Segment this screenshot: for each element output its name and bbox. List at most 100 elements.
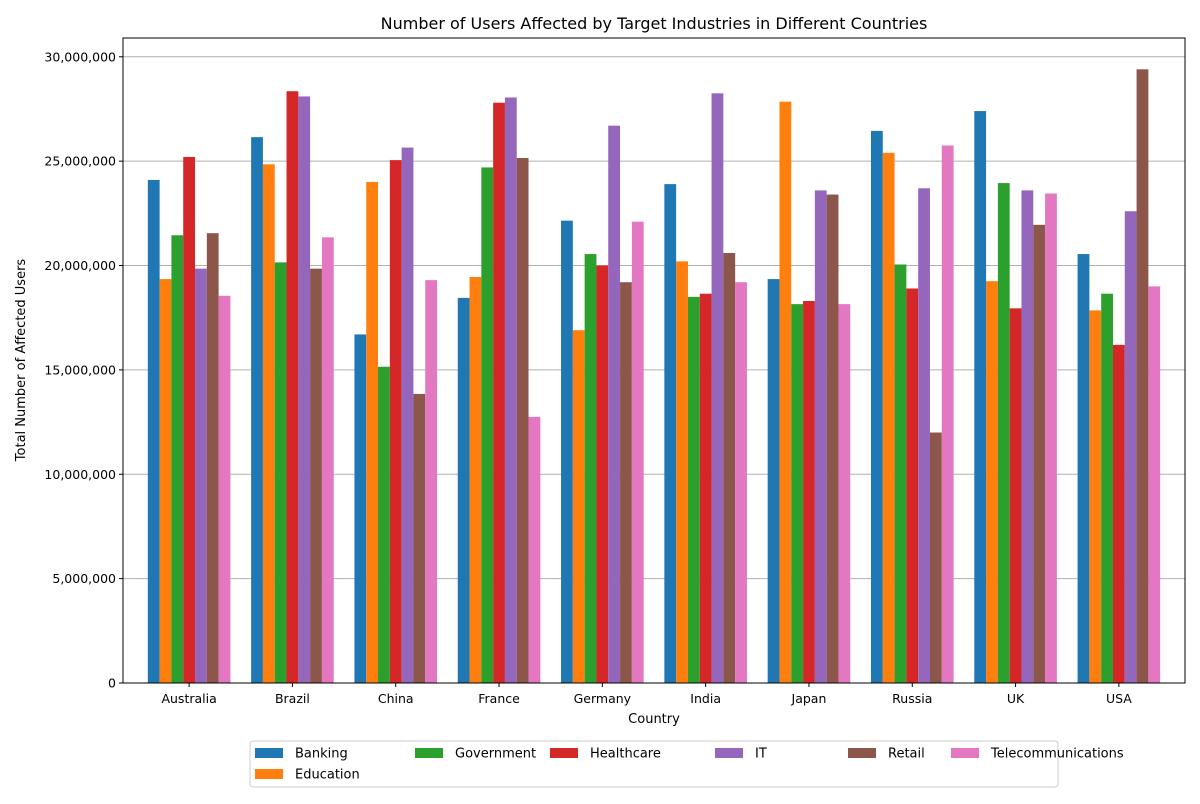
- bar-retail-uk: [1033, 224, 1046, 684]
- bar-retail-germany: [620, 282, 632, 683]
- legend-label-government: Government: [455, 747, 536, 762]
- legend-label-retail: Retail: [888, 747, 925, 762]
- bar-it-france: [504, 97, 517, 683]
- chart-title: Number of Users Affected by Target Indus…: [381, 14, 928, 33]
- bar-government-france: [481, 167, 494, 683]
- bar-it-germany: [608, 125, 621, 683]
- bar-retail-brazil: [310, 268, 322, 683]
- plot-frame: [122, 37, 1186, 684]
- legend: Banking Education Government Healthcare IT Re…: [249, 740, 1124, 788]
- legend-swatch-telecommunications: [951, 748, 979, 758]
- x-axis: Australia Brazil China France Germany India Ja…: [161, 683, 1132, 706]
- bar-retail-usa: [1136, 69, 1149, 684]
- bar-education-brazil: [262, 164, 275, 684]
- bar-healthcare-germany: [596, 265, 609, 683]
- bar-education-japan: [779, 101, 792, 684]
- x-tick-label: India: [690, 691, 721, 706]
- bar-banking-france: [457, 297, 470, 683]
- bar-education-india: [676, 261, 688, 683]
- bar-banking-russia: [870, 130, 883, 683]
- bar-government-china: [378, 366, 390, 683]
- bar-retail-france: [516, 158, 529, 683]
- legend-label-healthcare: Healthcare: [590, 747, 661, 762]
- bar-telecommunications-france: [528, 416, 541, 683]
- x-tick-label: China: [378, 691, 414, 706]
- x-tick-label: Japan: [791, 691, 827, 706]
- bar-government-brazil: [274, 262, 287, 683]
- y-tick-label: 30,000,000: [44, 49, 116, 64]
- bar-healthcare-australia: [183, 156, 196, 683]
- x-tick-label: Brazil: [275, 691, 310, 706]
- legend-label-education: Education: [295, 768, 360, 783]
- y-axis-label: Total Number of Affected Users: [14, 259, 29, 463]
- bars: [147, 69, 1161, 684]
- bar-government-usa: [1101, 293, 1113, 683]
- bar-it-china: [401, 147, 414, 683]
- legend-label-it: IT: [755, 747, 767, 762]
- bar-healthcare-uk: [1009, 308, 1022, 683]
- bar-it-india: [711, 93, 724, 683]
- bar-banking-brazil: [251, 137, 263, 683]
- bar-healthcare-japan: [803, 301, 815, 683]
- bar-it-brazil: [298, 96, 311, 684]
- bar-banking-india: [664, 184, 677, 683]
- bar-education-uk: [986, 281, 998, 683]
- bar-education-russia: [882, 152, 895, 683]
- bar-retail-japan: [826, 194, 839, 683]
- y-tick-label: 20,000,000: [44, 258, 116, 273]
- bar-telecommunications-australia: [218, 295, 231, 683]
- legend-swatch-it: [715, 748, 743, 758]
- legend-swatch-healthcare: [550, 748, 578, 758]
- x-tick-label: UK: [1007, 691, 1025, 706]
- bar-government-india: [687, 296, 700, 683]
- bar-healthcare-india: [699, 293, 712, 683]
- bar-banking-germany: [561, 220, 573, 683]
- y-axis: 0 5,000,000 10,000,000 15,000,000 20,000,000…: [44, 49, 123, 691]
- bar-education-china: [366, 182, 379, 684]
- bar-telecommunications-brazil: [321, 237, 334, 683]
- bar-it-uk: [1021, 190, 1034, 683]
- bar-healthcare-france: [493, 102, 505, 683]
- bar-government-japan: [791, 304, 804, 683]
- bar-education-usa: [1089, 310, 1102, 683]
- bar-telecommunications-japan: [838, 304, 851, 683]
- bar-telecommunications-india: [735, 282, 747, 683]
- x-axis-label: Country: [628, 712, 680, 727]
- bar-banking-usa: [1077, 254, 1090, 683]
- bar-healthcare-usa: [1112, 344, 1125, 683]
- y-tick-label: 10,000,000: [44, 467, 116, 482]
- bar-banking-uk: [974, 111, 987, 684]
- bar-retail-australia: [206, 233, 219, 683]
- legend-swatch-education: [255, 769, 283, 779]
- bar-retail-india: [723, 253, 736, 683]
- bar-education-france: [469, 277, 482, 683]
- bar-it-japan: [814, 190, 827, 683]
- legend-swatch-government: [415, 748, 443, 758]
- bar-government-russia: [894, 264, 907, 683]
- bar-telecommunications-usa: [1148, 286, 1161, 683]
- x-tick-label: Australia: [161, 691, 216, 706]
- bar-government-australia: [171, 235, 184, 684]
- legend-swatch-banking: [255, 748, 283, 758]
- bar-education-australia: [159, 279, 172, 683]
- bar-banking-australia: [147, 179, 160, 683]
- bar-education-germany: [572, 330, 585, 683]
- x-tick-label: USA: [1106, 691, 1132, 706]
- bar-it-usa: [1124, 211, 1137, 683]
- bar-government-germany: [584, 254, 597, 683]
- bar-retail-russia: [929, 432, 942, 683]
- bar-telecommunications-russia: [941, 145, 954, 683]
- x-tick-label: France: [478, 691, 520, 706]
- bar-retail-china: [413, 393, 426, 683]
- bar-telecommunications-uk: [1045, 193, 1057, 683]
- x-tick-label: Germany: [574, 691, 632, 706]
- legend-swatch-retail: [848, 748, 876, 758]
- bar-telecommunications-germany: [631, 221, 644, 683]
- bar-it-australia: [195, 268, 207, 683]
- y-tick-label: 0: [108, 676, 116, 691]
- y-tick-label: 5,000,000: [52, 571, 116, 586]
- y-tick-label: 25,000,000: [44, 154, 116, 169]
- bar-healthcare-russia: [906, 288, 919, 683]
